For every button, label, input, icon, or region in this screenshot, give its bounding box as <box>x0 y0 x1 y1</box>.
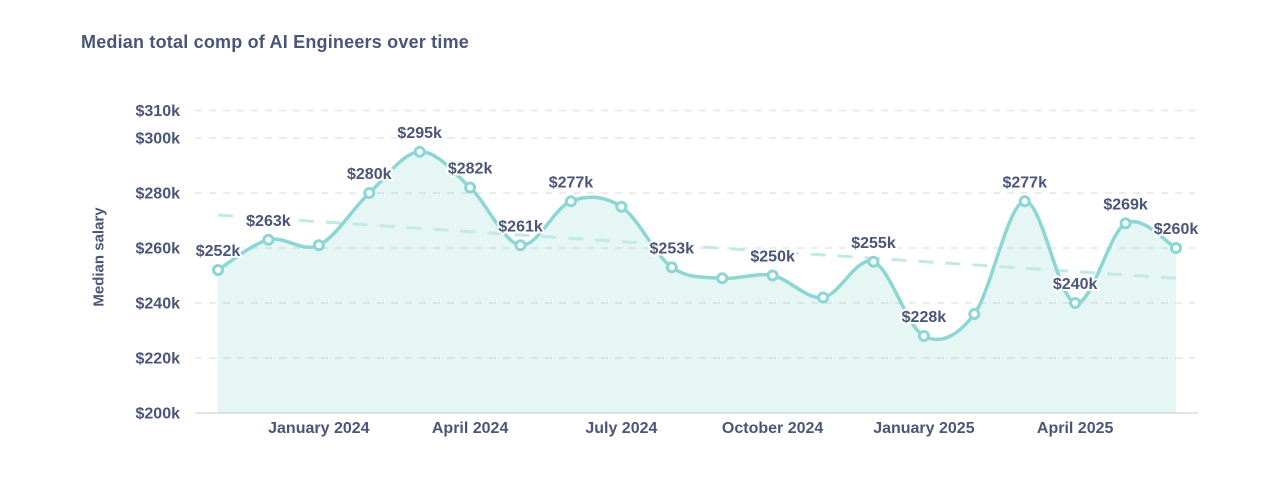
x-tick-label: January 2024 <box>268 420 370 437</box>
data-point-label: $282k <box>448 161 493 178</box>
data-point-marker[interactable] <box>1069 297 1082 309</box>
data-point-marker[interactable] <box>363 187 376 199</box>
y-tick-label: $280k <box>136 186 181 203</box>
data-point-marker[interactable] <box>564 195 577 208</box>
data-point-marker[interactable] <box>665 261 678 274</box>
data-point-label: $253k <box>650 240 695 257</box>
data-point-marker[interactable] <box>514 239 527 252</box>
x-tick-label: October 2024 <box>722 420 823 437</box>
data-point-label: $277k <box>1002 174 1047 191</box>
data-point-marker[interactable] <box>766 269 779 282</box>
x-tick-label: April 2025 <box>1037 420 1114 437</box>
data-point-label: $228k <box>902 309 947 326</box>
y-tick-label: $200k <box>136 406 181 423</box>
data-point-marker[interactable] <box>716 272 729 285</box>
data-point-label: $261k <box>498 218 543 235</box>
data-point-marker[interactable] <box>1018 195 1031 208</box>
data-point-marker[interactable] <box>464 181 477 194</box>
data-point-label: $250k <box>750 249 795 266</box>
y-tick-label: $240k <box>136 296 181 313</box>
data-point-label: $295k <box>397 125 442 142</box>
data-point-label: $252k <box>196 243 241 260</box>
y-tick-label: $260k <box>136 241 181 258</box>
data-point-label: $263k <box>246 213 291 230</box>
x-tick-label: April 2024 <box>432 420 509 437</box>
data-point-marker[interactable] <box>867 255 880 268</box>
data-point-marker[interactable] <box>917 330 930 342</box>
y-tick-label: $300k <box>136 131 181 148</box>
y-tick-label: $310k <box>136 103 181 120</box>
series-area <box>218 151 1176 413</box>
data-point-label: $277k <box>549 174 594 191</box>
data-point-label: $260k <box>1154 221 1199 238</box>
y-tick-label: $220k <box>136 351 181 368</box>
data-point-marker[interactable] <box>212 264 224 276</box>
data-point-label: $240k <box>1053 276 1098 293</box>
chart-title: Median total comp of AI Engineers over t… <box>81 32 469 52</box>
data-point-marker[interactable] <box>817 291 830 304</box>
x-tick-label: January 2025 <box>873 420 975 437</box>
data-point-marker[interactable] <box>615 200 628 213</box>
data-point-marker[interactable] <box>1119 217 1132 230</box>
x-tick-label: July 2024 <box>585 420 657 437</box>
data-point-marker[interactable] <box>968 308 981 320</box>
data-point-marker[interactable] <box>262 233 275 246</box>
data-point-label: $255k <box>851 235 896 252</box>
data-point-marker[interactable] <box>413 145 426 158</box>
data-point-label: $280k <box>347 166 392 183</box>
data-point-marker[interactable] <box>1170 242 1182 254</box>
data-point-label: $269k <box>1103 196 1148 213</box>
data-point-marker[interactable] <box>312 239 325 252</box>
